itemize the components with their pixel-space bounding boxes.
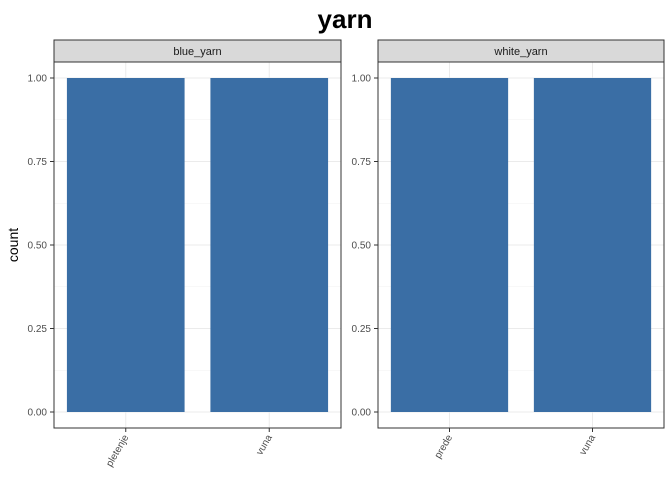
facet-strip-label: blue_yarn (173, 46, 221, 58)
facet-strip-label: white_yarn (493, 46, 547, 58)
x-tick-label: pletenje (104, 433, 131, 469)
bar-vuna (533, 78, 652, 412)
y-axis-label: count (5, 228, 21, 262)
facet-strip (377, 39, 665, 63)
y-tick-label: 0.00 (28, 408, 48, 419)
y-tick-label: 0.25 (352, 324, 372, 335)
facet-panel-white_yarn: white_yarn 0.00 0.25 0.50 0.75 1.00 prede vuna (352, 39, 665, 461)
y-tick-label: 0.75 (352, 157, 372, 168)
y-tick-label: 0.50 (352, 241, 372, 252)
facet-panels: blue_yarn 0.00 0.25 0.50 0.75 1.00 pletenje vun… (28, 39, 665, 469)
chart-title: yarn (318, 4, 373, 34)
y-tick-label: 1.00 (352, 74, 372, 85)
y-tick-label: 1.00 (28, 74, 48, 85)
y-tick-label: 0.00 (352, 408, 372, 419)
bar-vuna (210, 78, 329, 412)
y-tick-label: 0.75 (28, 157, 48, 168)
bar-pletenje (66, 78, 185, 412)
y-tick-label: 0.25 (28, 324, 48, 335)
x-tick-label: prede (433, 433, 456, 461)
x-tick-label: vuna (254, 433, 275, 458)
x-tick-label: vuna (578, 433, 599, 458)
bar-prede (390, 78, 509, 412)
facet-strip (53, 39, 342, 63)
facet-panel-blue_yarn: blue_yarn 0.00 0.25 0.50 0.75 1.00 pletenje vun… (28, 39, 342, 469)
y-tick-label: 0.50 (28, 241, 48, 252)
